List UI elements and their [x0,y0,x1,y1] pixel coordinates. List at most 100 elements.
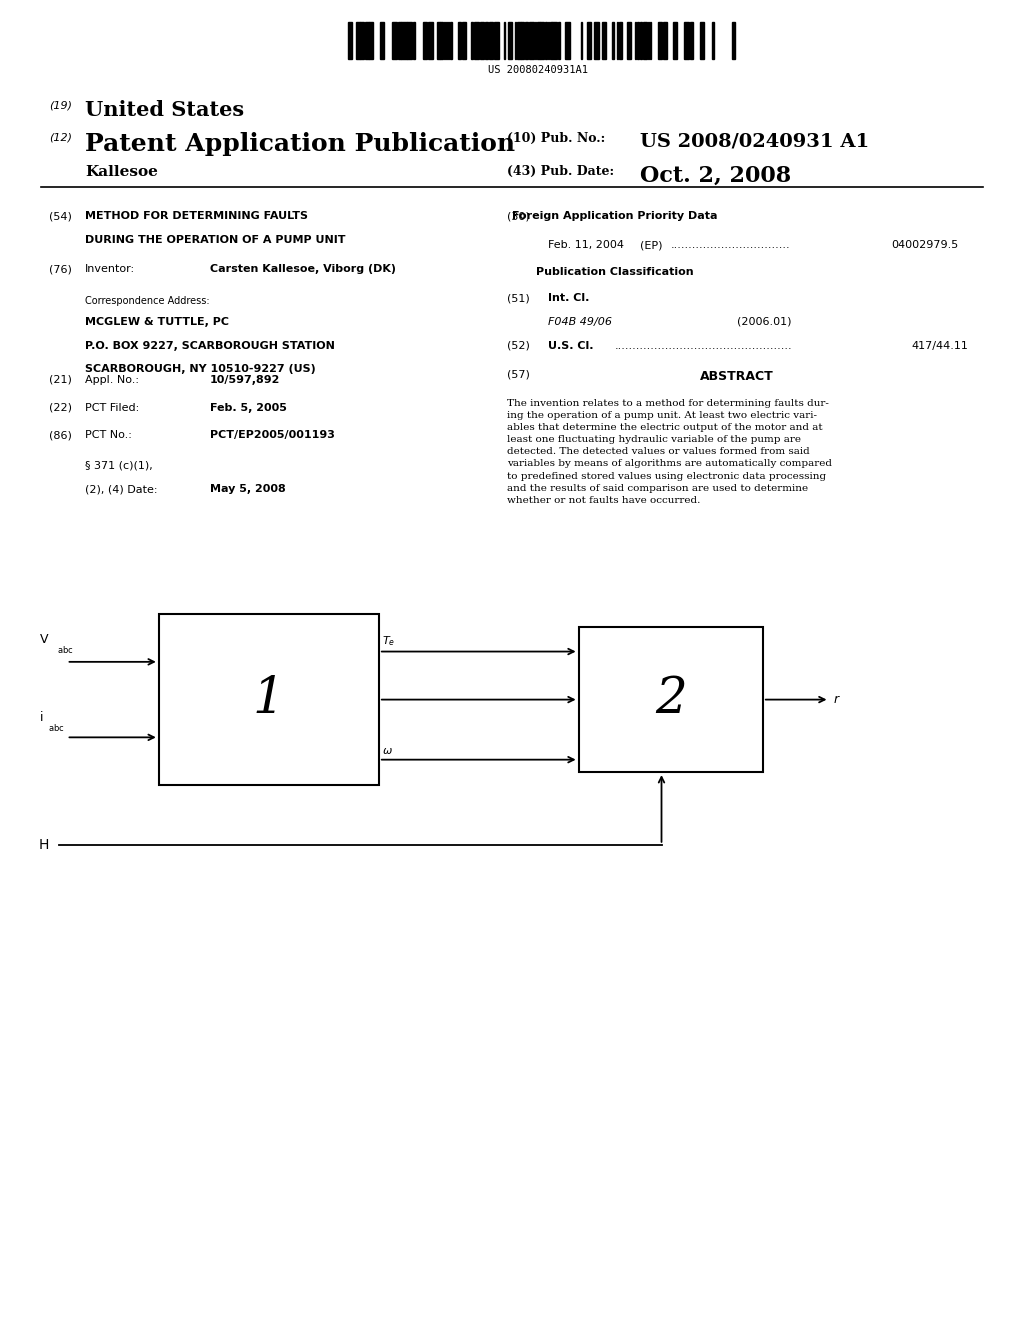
Bar [643,22,647,59]
Text: Kallesoe: Kallesoe [85,165,158,180]
Text: Feb. 11, 2004: Feb. 11, 2004 [548,240,624,251]
Bar [445,22,446,59]
Bar [392,22,397,59]
Text: Correspondence Address:: Correspondence Address: [85,296,210,306]
Bar [713,22,714,59]
Text: Patent Application Publication: Patent Application Publication [85,132,515,156]
Bar [484,22,488,59]
Text: Inventor:: Inventor: [85,264,135,275]
Text: $\omega$: $\omega$ [382,746,393,755]
Text: 04002979.5: 04002979.5 [891,240,958,251]
Bar [617,22,618,59]
Bar [635,22,636,59]
Text: .................................................: ........................................… [614,341,792,351]
Text: (76): (76) [49,264,72,275]
Text: H: H [39,838,49,851]
Bar [494,22,499,59]
Bar [360,22,365,59]
Bar [356,22,359,59]
Bar [627,22,631,59]
Text: Appl. No.:: Appl. No.: [85,375,139,385]
Bar [348,22,352,59]
Bar [536,22,537,59]
Text: SCARBOROUGH, NY 10510-9227 (US): SCARBOROUGH, NY 10510-9227 (US) [85,364,315,375]
Bar [414,22,415,59]
Bar [428,22,433,59]
Text: ABSTRACT: ABSTRACT [700,370,774,383]
FancyBboxPatch shape [579,627,763,772]
Text: 10/597,892: 10/597,892 [210,375,281,385]
Bar [423,22,427,59]
Bar [658,22,663,59]
Bar [398,22,400,59]
Bar [552,22,557,59]
Bar [582,22,583,59]
Bar [447,22,449,59]
Bar [588,22,591,59]
Bar [674,22,677,59]
Bar [365,22,369,59]
Text: (52): (52) [507,341,529,351]
Text: US 2008/0240931 A1: US 2008/0240931 A1 [640,132,869,150]
Text: U.S. Cl.: U.S. Cl. [548,341,593,351]
Bar [489,22,493,59]
Bar [650,22,651,59]
Bar [480,22,484,59]
Text: United States: United States [85,100,244,120]
Text: (86): (86) [49,430,72,441]
Text: .................................: ................................. [671,240,791,251]
Bar [548,22,550,59]
Text: P.O. BOX 9227, SCARBOROUGH STATION: P.O. BOX 9227, SCARBOROUGH STATION [85,341,335,351]
Text: $\rm abc$: $\rm abc$ [48,722,65,734]
Bar [508,22,512,59]
Bar [450,22,453,59]
Bar [515,22,516,59]
Text: (51): (51) [507,293,529,304]
Bar [541,22,544,59]
Bar [700,22,703,59]
Text: (22): (22) [49,403,72,413]
Bar [529,22,535,59]
Text: $\rm abc$: $\rm abc$ [57,644,74,655]
Text: Int. Cl.: Int. Cl. [548,293,589,304]
Bar [640,22,642,59]
Bar [611,22,614,59]
Text: § 371 (c)(1),: § 371 (c)(1), [85,461,153,471]
Text: (54): (54) [49,211,72,222]
Bar [663,22,667,59]
Text: (19): (19) [49,100,72,111]
Bar [462,22,466,59]
Bar [408,22,413,59]
Text: F04B 49/06: F04B 49/06 [548,317,612,327]
Bar [437,22,439,59]
Text: Foreign Application Priority Data: Foreign Application Priority Data [512,211,717,222]
Text: 2: 2 [654,675,687,725]
Bar [594,22,599,59]
Bar [474,22,479,59]
Text: (30): (30) [507,211,529,222]
Bar [602,22,605,59]
Text: US 20080240931A1: US 20080240931A1 [487,65,588,75]
Text: (2), (4) Date:: (2), (4) Date: [85,484,158,495]
Text: MCGLEW & TUTTLE, PC: MCGLEW & TUTTLE, PC [85,317,229,327]
Bar [440,22,442,59]
Bar [524,22,528,59]
Text: Publication Classification: Publication Classification [536,267,693,277]
Bar [648,22,649,59]
Text: $r$: $r$ [833,693,841,706]
Bar [732,22,735,59]
Text: Carsten Kallesoe, Viborg (DK): Carsten Kallesoe, Viborg (DK) [210,264,396,275]
Bar [558,22,559,59]
Bar [637,22,639,59]
Bar [504,22,506,59]
Bar [538,22,540,59]
Bar [443,22,444,59]
Bar [380,22,384,59]
Bar [620,22,622,59]
Text: (57): (57) [507,370,529,380]
Bar [401,22,407,59]
Bar [370,22,373,59]
Text: (10) Pub. No.:: (10) Pub. No.: [507,132,605,145]
Bar [545,22,548,59]
Text: $T_e$: $T_e$ [382,634,395,648]
